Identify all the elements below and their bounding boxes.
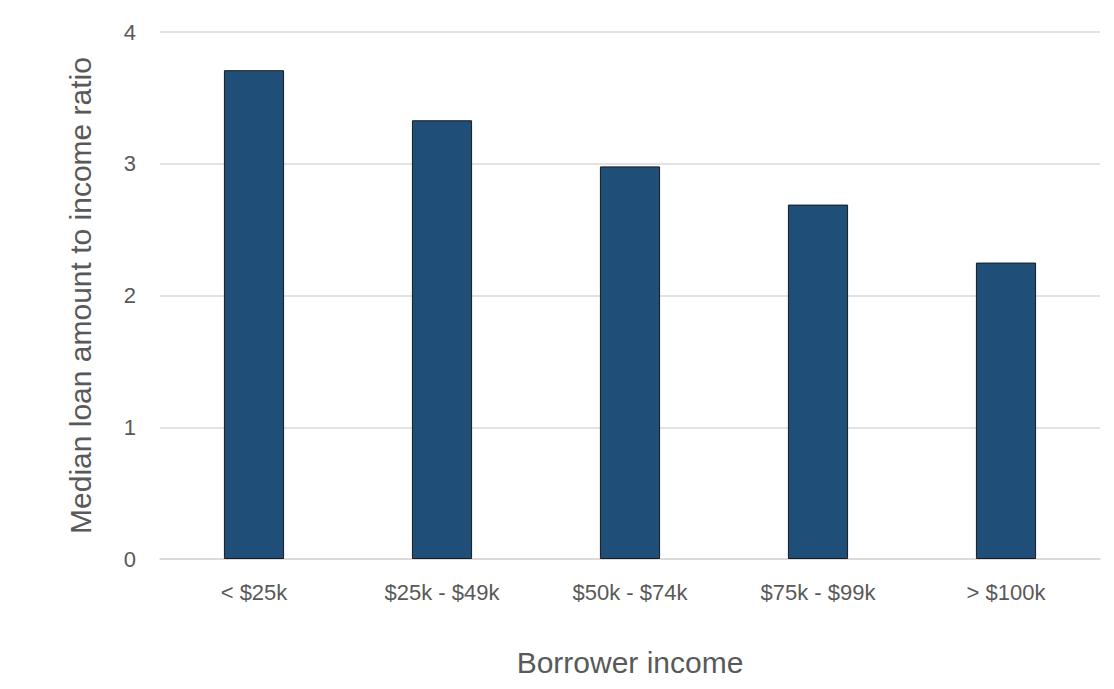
svg-text:$25k - $49k: $25k - $49k (385, 580, 501, 605)
svg-text:$75k - $99k: $75k - $99k (761, 580, 877, 605)
svg-text:3: 3 (124, 151, 136, 176)
svg-text:Median loan amount to income r: Median loan amount to income ratio (64, 57, 97, 534)
svg-text:$50k - $74k: $50k - $74k (573, 580, 689, 605)
svg-text:2: 2 (124, 283, 136, 308)
svg-text:Borrower income: Borrower income (517, 646, 744, 679)
svg-text:0: 0 (124, 547, 136, 572)
svg-text:1: 1 (124, 415, 136, 440)
svg-text:< $25k: < $25k (221, 580, 289, 605)
svg-text:4: 4 (124, 20, 136, 45)
svg-text:> $100k: > $100k (967, 580, 1047, 605)
